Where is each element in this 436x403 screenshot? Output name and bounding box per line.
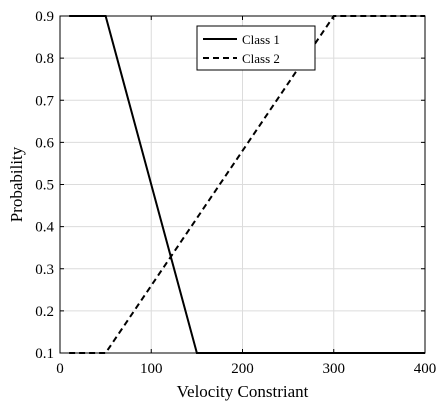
y-tick-label: 0.9 (35, 9, 54, 25)
x-tick-label: 200 (231, 361, 254, 377)
legend: Class 1 Class 2 (196, 25, 316, 71)
x-tick-label: 300 (323, 361, 346, 377)
y-tick-label: 0.7 (35, 93, 54, 109)
x-tick-label: 400 (414, 361, 436, 377)
y-tick-label: 0.5 (35, 178, 54, 194)
y-tick-label: 0.8 (35, 51, 54, 67)
x-tick-label: 100 (140, 361, 163, 377)
y-tick-label: 0.4 (35, 220, 54, 236)
x-axis-label: Velocity Constriant (177, 382, 309, 401)
x-tick-label: 0 (56, 361, 64, 377)
axis-ticks: 0 100 200 300 400 0.1 0.2 0.3 0.4 0.5 0.6 0.7 0.8 0.9 (35, 9, 436, 377)
legend-label-class-2: Class 2 (242, 51, 280, 66)
y-tick-label: 0.3 (35, 262, 54, 278)
y-tick-label: 0.2 (35, 304, 54, 320)
legend-box (196, 25, 316, 71)
legend-label-class-1: Class 1 (242, 32, 280, 47)
y-tick-label: 0.1 (35, 346, 54, 362)
y-axis-label: Probability (7, 146, 26, 222)
y-tick-label: 0.6 (35, 135, 54, 151)
